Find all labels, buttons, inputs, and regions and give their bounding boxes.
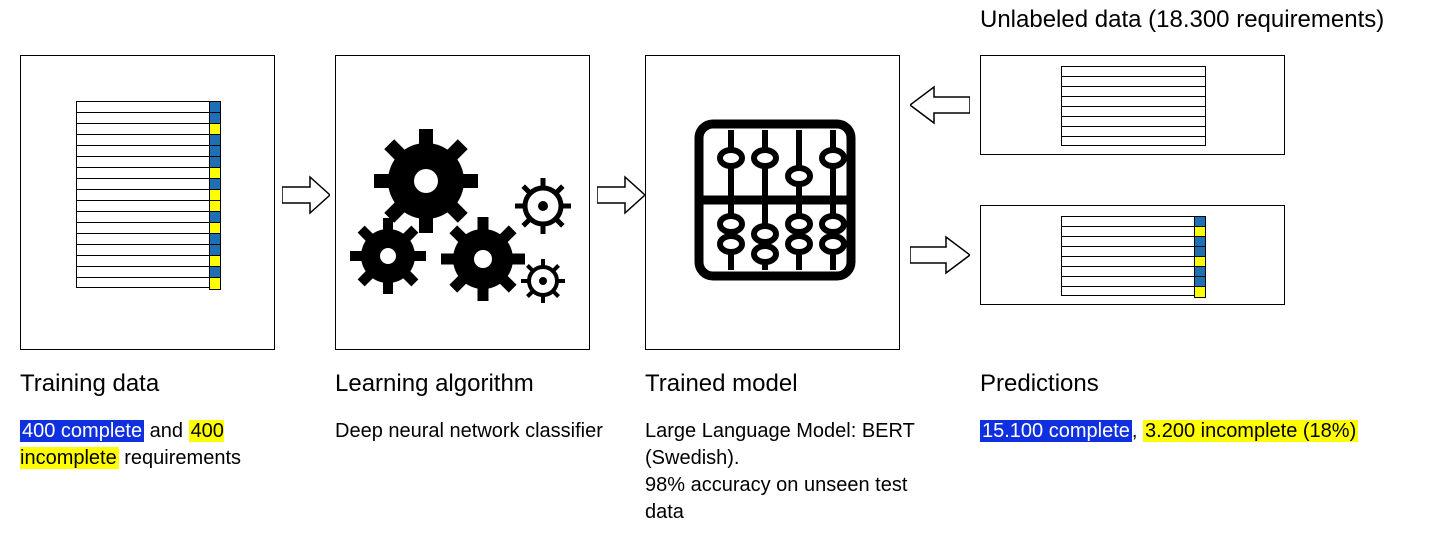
table-row [1062,267,1205,277]
table-row [77,190,220,201]
table-row [1062,107,1205,117]
table-row [77,267,220,278]
algorithm-desc: Deep neural network classifier [335,418,615,445]
table-row [1062,77,1205,87]
table-row [77,223,220,234]
model-caption: Trained model Large Language Model: BERT… [645,370,945,546]
gears-icon [348,111,578,311]
model-desc: Large Language Model: BERT (Swedish). 98… [645,418,945,526]
table-row [77,256,220,267]
table-row [77,278,220,289]
unlabeled-data-label: Unlabeled data (18.300 requirements) [980,6,1384,34]
tag-cell [209,277,221,290]
table-row [77,113,220,124]
table-row [77,146,220,157]
training-desc: 400 complete and 400 incomplete requirem… [20,418,300,472]
table-row [77,135,220,146]
predictions-table-icon [1061,216,1206,296]
training-post-text: requirements [119,447,241,469]
tag-cell [1194,286,1206,298]
table-row [77,179,220,190]
trained-model-box [645,55,900,350]
table-row [1062,67,1205,77]
model-heading: Trained model [645,370,945,398]
arrow-training-to-algorithm [282,175,330,215]
table-row [1062,97,1205,107]
algorithm-heading: Learning algorithm [335,370,615,398]
table-row [77,157,220,168]
table-row [1062,287,1205,297]
table-row [77,124,220,135]
table-row [77,201,220,212]
predictions-incomplete: 3.200 incomplete (18%) [1143,420,1358,442]
table-row [1062,247,1205,257]
predictions-heading: Predictions [980,370,1420,398]
unlabeled-table-icon [1061,66,1206,146]
table-row [77,234,220,245]
table-row [1062,237,1205,247]
table-row [1062,277,1205,287]
arrow-unlabeled-to-model [910,85,970,125]
table-row [1062,257,1205,267]
table-row [77,102,220,113]
table-row [77,245,220,256]
table-row [1062,87,1205,97]
training-data-table-icon [76,101,221,288]
predictions-desc: 15.100 complete, 3.200 incomplete (18%) [980,418,1420,445]
table-row [1062,217,1205,227]
training-caption: Training data 400 complete and 400 incom… [20,370,300,492]
arrow-algorithm-to-model [597,175,645,215]
algorithm-caption: Learning algorithm Deep neural network c… [335,370,615,465]
unlabeled-data-box [980,55,1285,155]
table-row [1062,117,1205,127]
learning-algorithm-box [335,55,590,350]
table-row [1062,227,1205,237]
training-complete-count: 400 complete [20,420,144,442]
arrow-model-to-predictions [910,235,970,275]
predictions-complete: 15.100 complete [980,420,1132,442]
abacus-icon [691,116,859,289]
predictions-box [980,205,1285,305]
training-mid-text: and [144,420,188,442]
predictions-caption: Predictions 15.100 complete, 3.200 incom… [980,370,1420,465]
table-row [77,168,220,179]
predictions-sep: , [1132,420,1143,442]
training-heading: Training data [20,370,300,398]
table-row [77,212,220,223]
training-data-box [20,55,275,350]
table-row [1062,127,1205,137]
table-row [1062,137,1205,147]
